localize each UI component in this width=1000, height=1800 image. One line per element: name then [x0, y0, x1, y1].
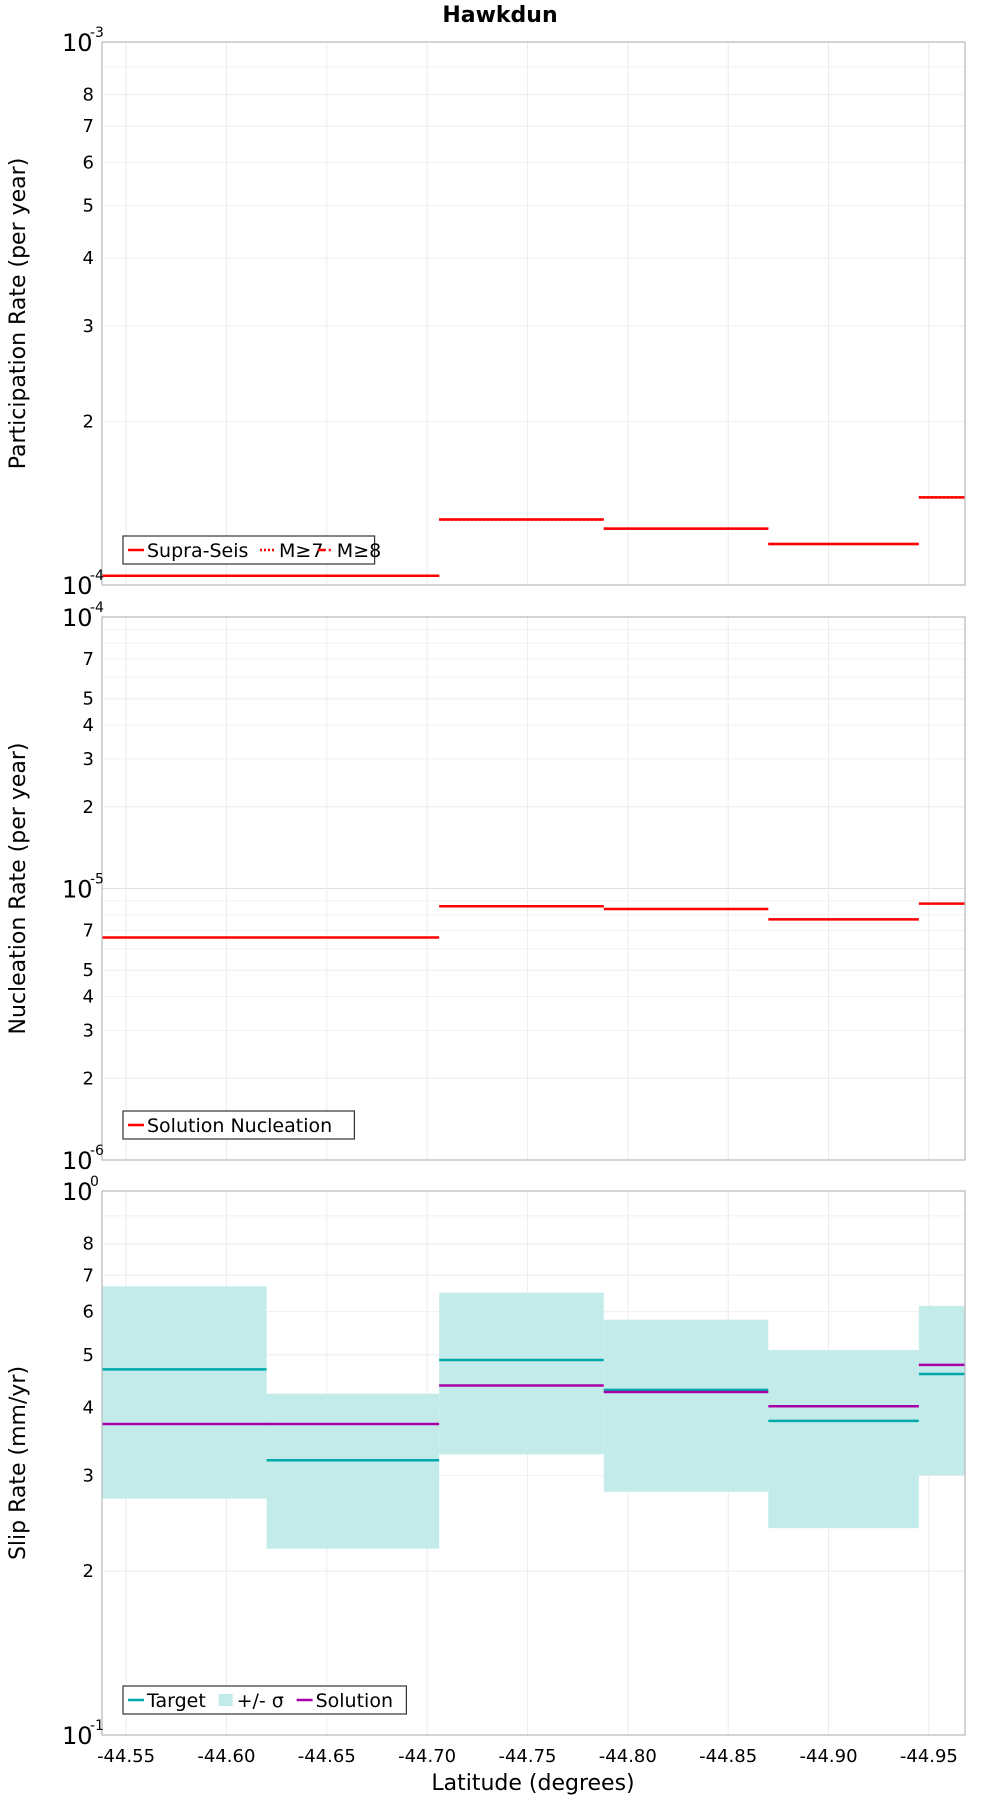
y-tick-label-major: 10	[62, 876, 93, 904]
legend: Target +/- σ Solution	[122, 1685, 407, 1715]
sigma-band	[439, 1292, 604, 1455]
x-tick-label: -44.65	[298, 1746, 356, 1767]
y-tick-label: 7	[83, 116, 94, 137]
legend-label-solution-nucleation: Solution Nucleation	[147, 1115, 332, 1137]
y-tick-label: 3	[83, 1020, 94, 1041]
y-tick-label: 5	[83, 960, 94, 981]
y-tick-label: 2	[83, 1068, 94, 1089]
y-tick-label: 3	[83, 749, 94, 770]
legend-label-m-8: M≥8	[337, 540, 381, 562]
y-tick-label: 7	[83, 1265, 94, 1286]
x-tick-label: -44.80	[599, 1746, 657, 1767]
y-axis-label: Participation Rate (per year)	[6, 158, 31, 470]
y-tick-label-exponent: -1	[90, 1718, 104, 1734]
y-tick-label: 8	[83, 85, 94, 106]
x-axis-label: Latitude (degrees)	[431, 1771, 634, 1796]
y-tick-label-exponent: -6	[90, 1143, 104, 1159]
legend-label-m-7: M≥7	[279, 540, 323, 562]
sigma-band	[266, 1393, 440, 1549]
x-tick-label: -44.75	[498, 1746, 556, 1767]
y-tick-label-exponent: -5	[90, 872, 104, 888]
y-tick-label-exponent: -4	[90, 568, 104, 584]
y-tick-label: 2	[83, 412, 94, 433]
y-tick-label: 7	[83, 921, 94, 942]
legend-box	[122, 1110, 355, 1140]
x-tick-label: -44.90	[800, 1746, 858, 1767]
plot-frame	[101, 1190, 966, 1736]
legend-swatch-sigma	[218, 1694, 233, 1706]
y-tick-label: 4	[83, 1397, 94, 1418]
y-axis-label: Slip Rate (mm/yr)	[6, 1366, 31, 1560]
legend-label-target: Target	[146, 1690, 206, 1712]
y-tick-label-major: 10	[62, 572, 93, 600]
y-tick-label: 6	[83, 152, 94, 173]
y-tick-label-major: 10	[62, 1722, 93, 1750]
y-tick-label: 5	[83, 1345, 94, 1366]
y-tick-label: 6	[83, 1302, 94, 1323]
plot-frame	[101, 616, 966, 1161]
sigma-band	[603, 1319, 769, 1492]
y-tick-label: 3	[83, 316, 94, 337]
x-tick-label: -44.95	[900, 1746, 958, 1767]
plot-frame	[101, 41, 966, 586]
y-tick-label-exponent: -3	[90, 25, 104, 41]
y-tick-label: 5	[83, 689, 94, 710]
y-tick-label-exponent: -4	[90, 600, 104, 616]
sigma-band	[918, 1305, 965, 1476]
y-tick-label-major: 10	[62, 1178, 93, 1206]
legend: Supra-Seis M≥7 M≥8	[122, 535, 381, 565]
legend-label-sigma: +/- σ	[237, 1690, 284, 1712]
legend-label-supra-seis: Supra-Seis	[147, 540, 248, 562]
x-tick-label: -44.60	[197, 1746, 255, 1767]
y-tick-label: 2	[83, 797, 94, 818]
figure-title: Hawkdun	[442, 3, 557, 28]
y-tick-label: 8	[83, 1234, 94, 1255]
y-tick-label: 4	[83, 987, 94, 1008]
x-tick-label: -44.70	[398, 1746, 456, 1767]
legend-label-solution: Solution	[316, 1690, 393, 1712]
y-tick-label-exponent: 0	[90, 1174, 99, 1190]
y-tick-label: 2	[83, 1561, 94, 1582]
x-tick-label: -44.55	[97, 1746, 155, 1767]
legend-box	[122, 535, 376, 565]
y-tick-label-major: 10	[62, 1147, 93, 1175]
y-axis-label: Nucleation Rate (per year)	[6, 743, 31, 1035]
y-tick-label: 3	[83, 1465, 94, 1486]
y-tick-label: 4	[83, 248, 94, 269]
sigma-band	[768, 1350, 919, 1529]
y-tick-label: 5	[83, 195, 94, 216]
y-tick-label-major: 10	[62, 604, 93, 632]
y-tick-label: 7	[83, 649, 94, 670]
sigma-band	[102, 1286, 267, 1499]
legend-box	[122, 1685, 407, 1715]
y-tick-label: 4	[83, 715, 94, 736]
x-tick-label: -44.85	[699, 1746, 757, 1767]
y-tick-label-major: 10	[62, 29, 93, 57]
legend: Solution Nucleation	[122, 1110, 355, 1140]
